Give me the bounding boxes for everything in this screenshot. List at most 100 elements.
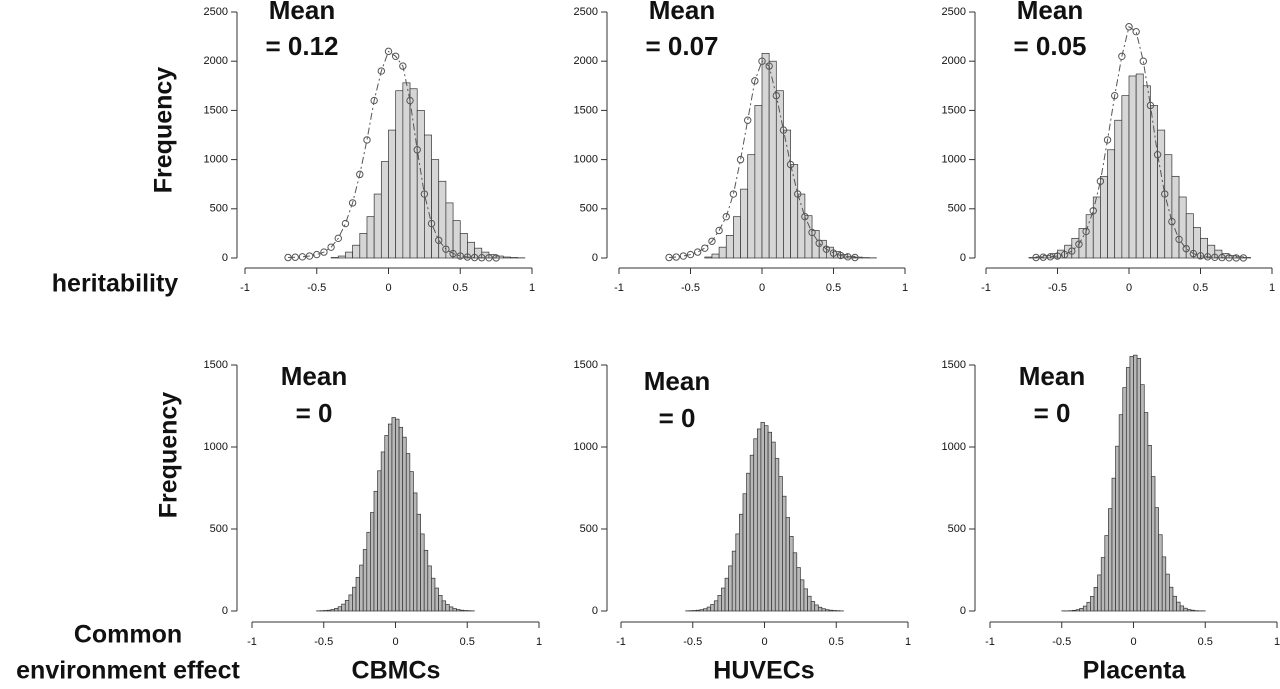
histogram-bar	[812, 230, 819, 258]
histogram-bar	[1108, 509, 1112, 611]
histogram-bar	[808, 596, 812, 611]
histogram-bar	[804, 589, 808, 611]
y-tick-label: 2000	[204, 55, 228, 67]
x-tick-label: -1	[247, 636, 257, 648]
x-tick-label: -1	[985, 636, 995, 648]
histogram-bar	[1173, 596, 1177, 611]
y-axis-label: Frequency	[150, 67, 178, 194]
histogram-bar	[1165, 155, 1172, 258]
histogram-bar	[1076, 610, 1080, 611]
histogram-bar	[360, 565, 364, 611]
histogram-bar	[1115, 120, 1122, 258]
histogram-bar	[748, 155, 755, 258]
density-point	[694, 249, 700, 255]
x-tick-label: -0.5	[314, 636, 333, 648]
histogram-bar	[385, 436, 389, 611]
histogram-bar	[1191, 610, 1195, 611]
histogram-bar	[453, 609, 457, 611]
histogram-bar	[467, 242, 474, 258]
histogram-bar	[1169, 587, 1173, 611]
x-tick-label: -0.5	[1052, 636, 1071, 648]
histogram-bar	[736, 534, 740, 611]
histogram-bar	[798, 194, 805, 258]
histogram-bar	[331, 610, 335, 611]
x-tick-label: -0.5	[1048, 282, 1067, 294]
histogram-bar	[1137, 358, 1141, 611]
histogram-bar	[712, 254, 719, 258]
histogram-bar	[805, 216, 812, 258]
histogram-bar	[1136, 74, 1143, 258]
histogram-bar	[1116, 446, 1120, 611]
histogram-bar	[374, 491, 378, 611]
histogram-bar	[417, 514, 421, 611]
x-tick-label: 0	[761, 636, 767, 648]
histogram-bar	[1162, 557, 1166, 611]
histogram-bar	[410, 472, 414, 611]
histogram-bar	[825, 610, 829, 611]
mean-annotation: Mean	[281, 361, 347, 391]
y-tick-label: 0	[222, 252, 228, 264]
histogram-bar	[729, 566, 733, 611]
histogram-bar	[707, 607, 711, 611]
mean-annotation: = 0	[659, 403, 696, 433]
column-label: Placenta	[1083, 657, 1187, 684]
histogram-bar	[1105, 536, 1109, 611]
histogram-bar	[1073, 610, 1077, 611]
histogram-bar	[761, 422, 765, 611]
x-tick-label: -0.5	[307, 282, 326, 294]
histogram-bar	[1151, 477, 1155, 611]
y-tick-label: 2000	[574, 55, 598, 67]
histogram-bar	[815, 605, 819, 611]
row-label: Common	[74, 621, 182, 649]
histogram-bar	[399, 427, 403, 611]
x-tick-label: 0	[1130, 636, 1136, 648]
y-tick-label: 0	[592, 605, 598, 617]
x-tick-label: -1	[981, 282, 991, 294]
y-tick-label: 500	[210, 203, 228, 215]
histogram-bar	[1180, 606, 1184, 611]
y-tick-label: 0	[592, 252, 598, 264]
histogram-bar	[800, 580, 804, 611]
histogram-bar	[396, 91, 403, 258]
histogram-bar	[793, 553, 797, 611]
histogram-bar	[739, 514, 743, 611]
histogram-bar	[711, 604, 715, 611]
histogram-bar	[1141, 385, 1145, 611]
histogram-bar	[719, 247, 726, 258]
histogram-bar	[1129, 76, 1136, 258]
mean-annotation: Mean	[644, 366, 710, 396]
histogram-bar	[378, 471, 382, 611]
histogram-bar	[360, 233, 367, 258]
x-tick-label: -0.5	[681, 282, 700, 294]
y-tick-label: 500	[948, 203, 966, 215]
histogram-bar	[1080, 608, 1084, 611]
x-tick-label: 0.5	[1198, 636, 1213, 648]
histogram-bar	[381, 452, 385, 611]
histogram-bar	[765, 426, 769, 611]
x-tick-label: 0	[385, 282, 391, 294]
histogram-bar	[435, 588, 439, 611]
y-tick-label: 1000	[204, 154, 228, 166]
histogram-bar	[356, 577, 360, 611]
histogram-bar	[704, 609, 708, 611]
histogram-bar	[1094, 587, 1098, 611]
histogram-bar	[1172, 176, 1179, 258]
x-tick-label: 1	[902, 282, 908, 294]
histogram-bar	[1148, 445, 1152, 611]
histogram-bar	[768, 432, 772, 611]
histogram-bar	[1177, 602, 1181, 611]
histogram-bar	[1090, 596, 1094, 611]
y-tick-label: 1500	[204, 104, 228, 116]
histogram-bar	[782, 496, 786, 611]
histogram-bar	[775, 458, 779, 611]
histogram-bar	[725, 578, 729, 611]
histogram-bar	[503, 257, 510, 258]
histogram-bar	[696, 610, 700, 611]
x-tick-label: 1	[1274, 636, 1280, 648]
y-axis-label: Frequency	[155, 392, 183, 519]
histogram-bar	[754, 439, 758, 611]
y-tick-label: 2000	[942, 55, 966, 67]
histogram-bar	[811, 601, 815, 611]
histogram-bar	[1108, 150, 1115, 258]
histogram-bar	[757, 429, 761, 611]
